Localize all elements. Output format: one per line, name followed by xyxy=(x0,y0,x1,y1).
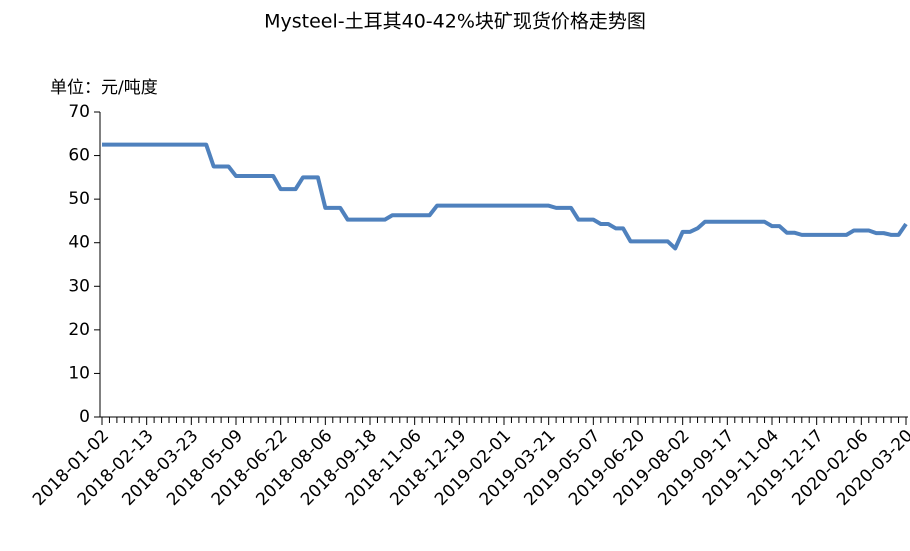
y-tick-label: 10 xyxy=(68,363,90,383)
chart-title: Mysteel-土耳其40-42%块矿现货价格走势图 xyxy=(264,11,646,33)
data-line xyxy=(102,142,908,251)
y-tick-label: 20 xyxy=(68,320,90,340)
y-tick-label: 0 xyxy=(79,407,90,427)
y-tick-label: 70 xyxy=(68,102,90,122)
y-tick-label: 40 xyxy=(68,233,90,253)
y-tick-label: 30 xyxy=(68,276,90,296)
y-tick-label: 60 xyxy=(68,146,90,166)
y-tick-label: 50 xyxy=(68,189,90,209)
y-axis-label: 单位：元/吨度 xyxy=(50,78,158,98)
